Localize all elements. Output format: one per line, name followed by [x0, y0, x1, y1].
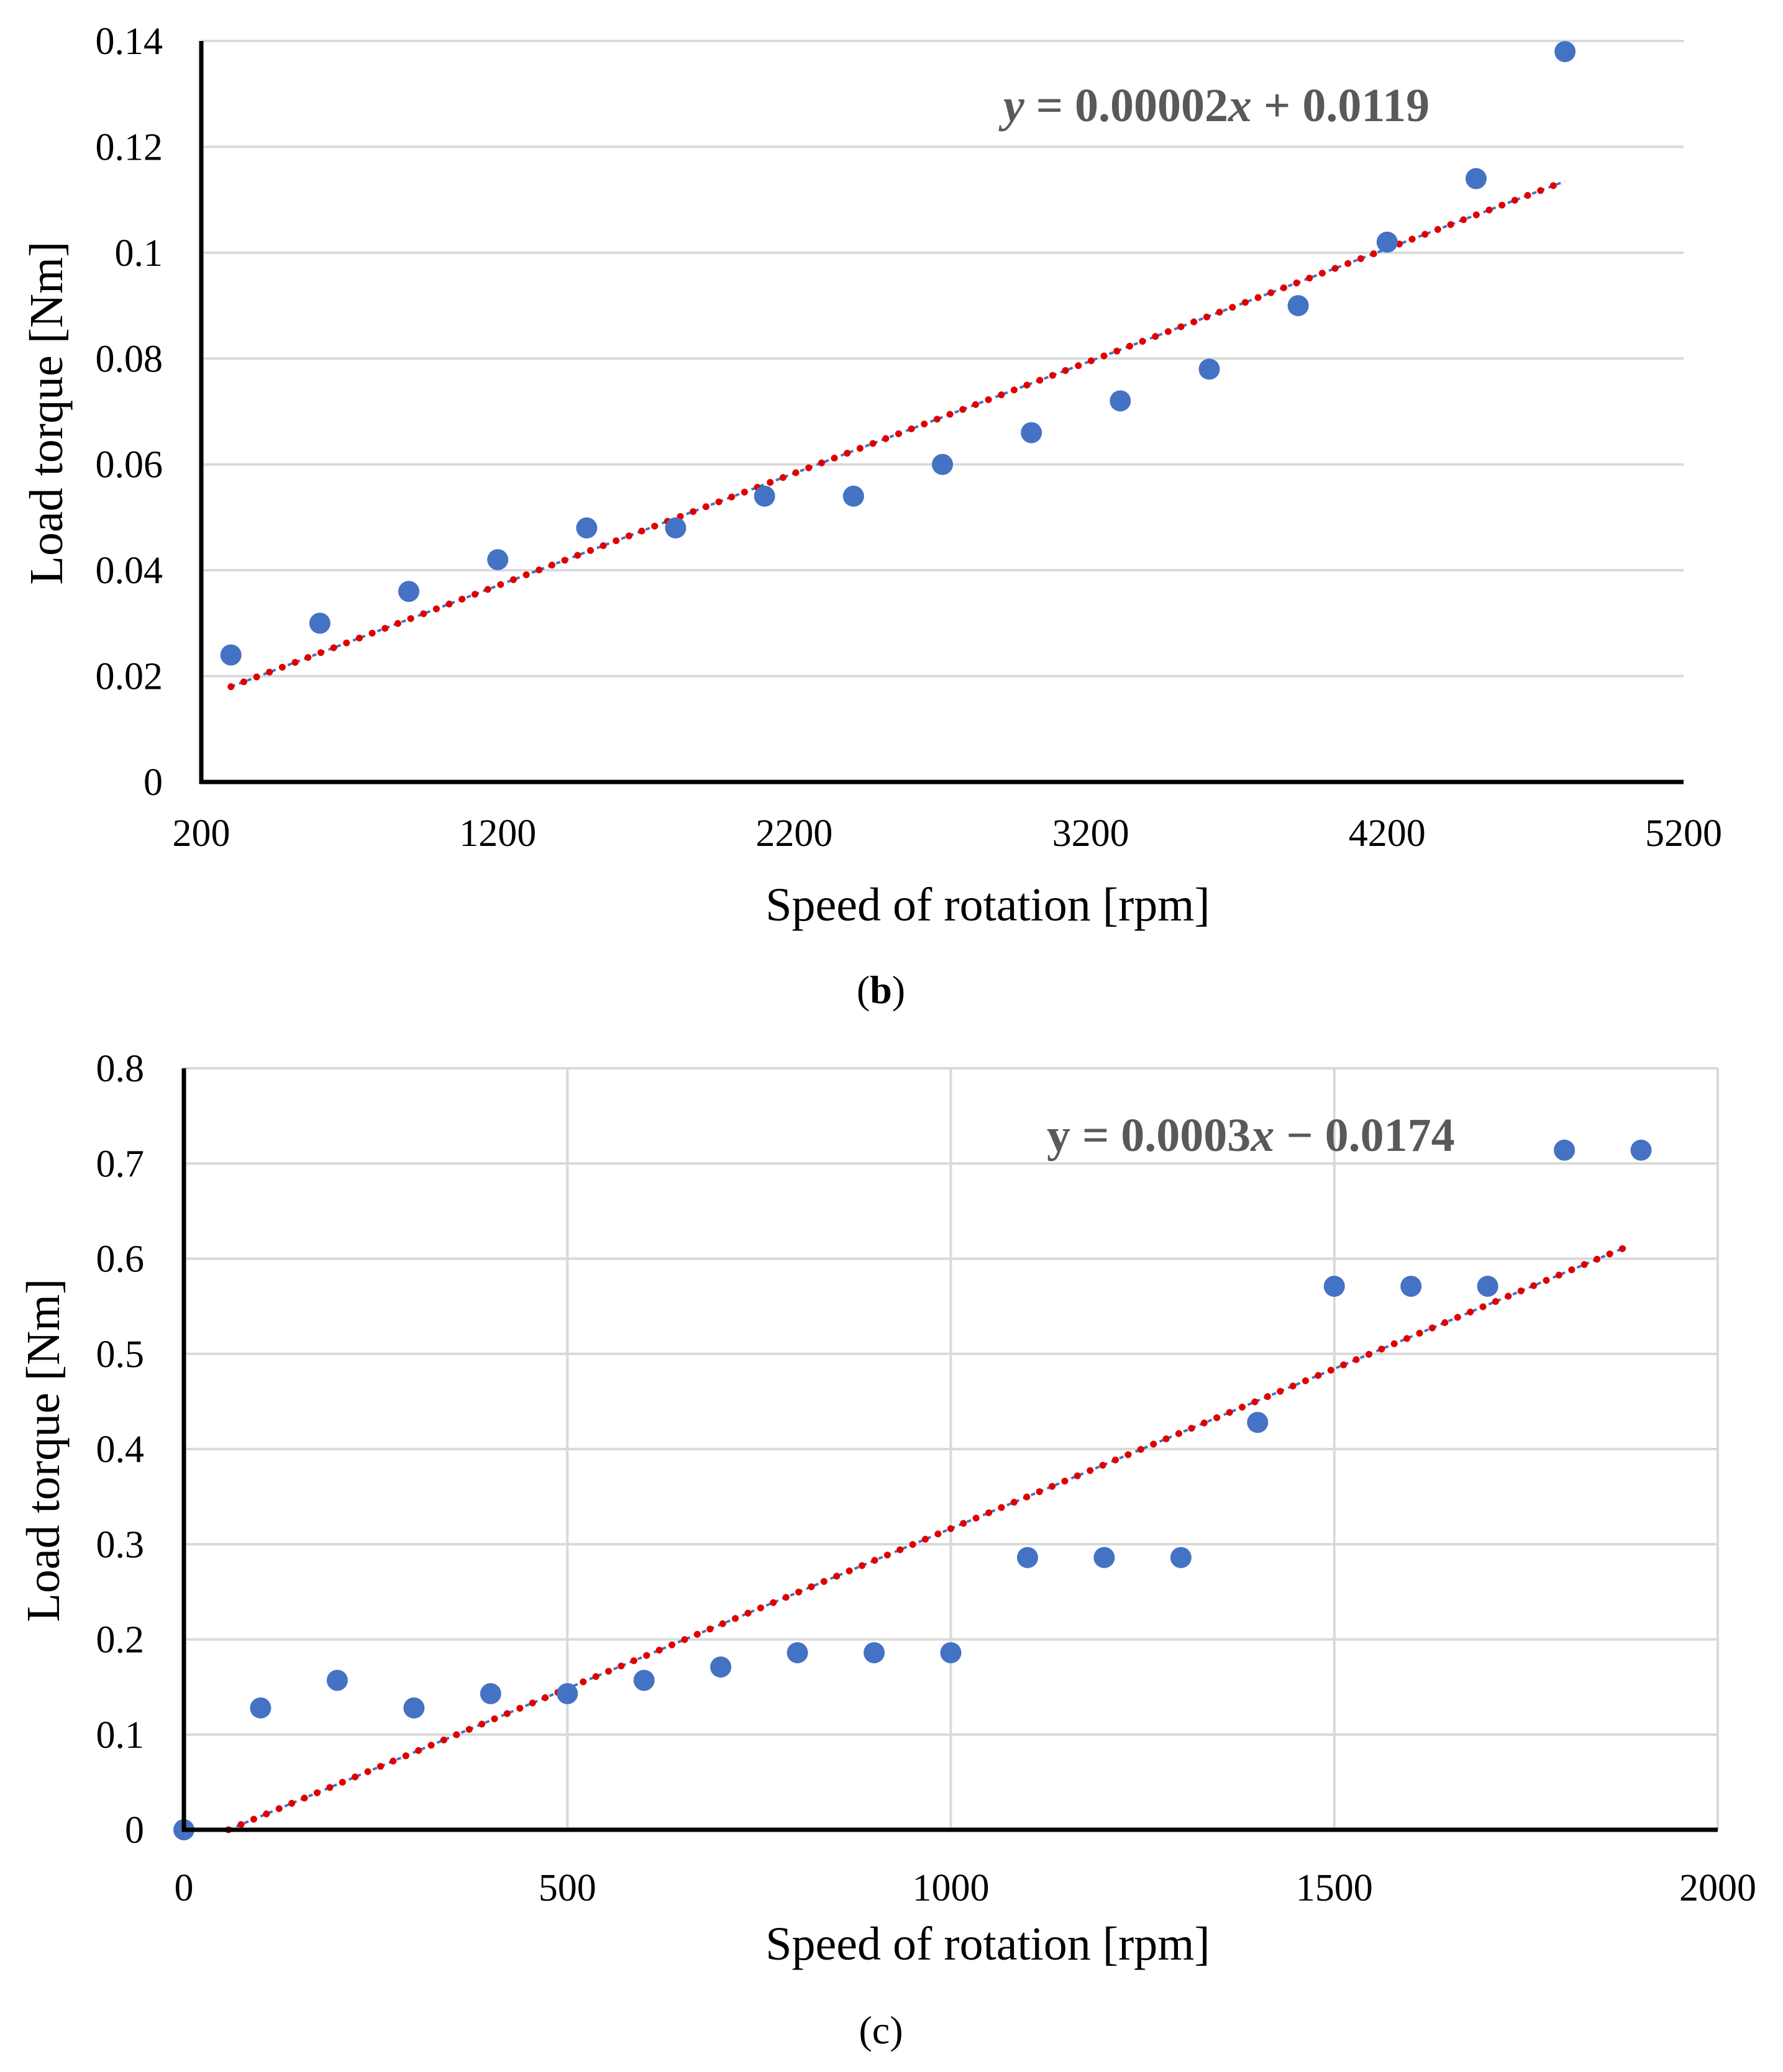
- y-tick-label: 0.4: [96, 1429, 145, 1471]
- axes: [181, 1068, 1718, 1832]
- y-tick-label: 0.12: [96, 126, 163, 168]
- y-tick-label: 0.04: [96, 550, 163, 592]
- y-tick-label: 0.1: [115, 232, 163, 275]
- y-tick-label: 0.5: [96, 1334, 145, 1376]
- x-axis-title: Speed of rotation [rpm]: [765, 879, 1210, 931]
- x-tick-label: 0: [175, 1867, 194, 1909]
- data-point: [940, 1642, 962, 1663]
- data-point: [710, 1656, 732, 1678]
- data-point: [1400, 1275, 1422, 1297]
- y-tick-label: 0: [125, 1809, 144, 1852]
- data-point: [1247, 1412, 1269, 1434]
- data-point: [220, 644, 242, 666]
- data-point: [1323, 1275, 1345, 1297]
- data-point: [842, 485, 864, 507]
- y-tick-label: 0.7: [96, 1143, 145, 1185]
- x-tick-label: 3200: [1052, 812, 1129, 855]
- y-tick-label: 0.08: [96, 338, 163, 380]
- axes: [199, 41, 1684, 784]
- x-tick-label: 2000: [1679, 1867, 1756, 1909]
- data-point: [1170, 1547, 1192, 1568]
- data-point: [576, 517, 598, 538]
- data-point: [1093, 1547, 1115, 1568]
- y-tick-label: 0.8: [96, 1048, 145, 1090]
- x-tick-label: 1500: [1296, 1867, 1373, 1909]
- data-point: [864, 1642, 885, 1663]
- data-point: [1376, 231, 1398, 253]
- data-point: [1021, 422, 1042, 443]
- panel-label: (b): [857, 968, 905, 1012]
- x-tick-label: 1200: [459, 812, 536, 855]
- trendline-group: [225, 1243, 1630, 1833]
- grid-lines: [201, 40, 1684, 678]
- data-point: [1630, 1139, 1652, 1161]
- y-tick-label: 0: [144, 761, 163, 804]
- y-tick-label: 0.02: [96, 656, 163, 698]
- data-point: [754, 485, 775, 507]
- x-tick-label: 5200: [1645, 812, 1722, 855]
- data-point: [1016, 1547, 1038, 1568]
- data-point: [1554, 41, 1576, 63]
- data-point: [787, 1642, 808, 1663]
- trendline-equation: y = 0.0003x − 0.0174: [1047, 1109, 1455, 1161]
- data-point: [665, 517, 686, 538]
- chart-panel-b: 0 0.02 0.04 0.06 0.08 0.1 0.12 0.14 200 1200 2200 3…: [21, 20, 1722, 1012]
- trendline: [225, 1243, 1630, 1833]
- y-tick-label: 0.3: [96, 1524, 145, 1566]
- x-tick-label: 1000: [913, 1867, 990, 1909]
- x-tick-label: 200: [173, 812, 230, 855]
- y-tick-label: 0.6: [96, 1238, 145, 1281]
- data-point: [487, 549, 509, 571]
- chart-panel-c: 0 0.1 0.2 0.3 0.4 0.5 0.6 0.7 0.8 0 500 1000 1500 200…: [17, 1048, 1756, 2052]
- y-tick-label: 0.14: [96, 20, 163, 63]
- data-point-group: [220, 41, 1576, 666]
- trendline-group: [227, 178, 1569, 691]
- data-point: [1477, 1275, 1498, 1297]
- panel-label: (c): [859, 2008, 903, 2052]
- x-tick-label: 4200: [1349, 812, 1426, 855]
- data-point: [1110, 390, 1131, 412]
- data-point: [1554, 1139, 1576, 1161]
- tick-labels: 0 0.1 0.2 0.3 0.4 0.5 0.6 0.7 0.8 0 500 1000 1500 200…: [96, 1048, 1757, 1909]
- y-axis-title: Load torque [Nm]: [21, 242, 73, 585]
- y-tick-label: 0.1: [96, 1714, 145, 1756]
- x-tick-label: 2200: [755, 812, 832, 855]
- y-tick-label: 0.06: [96, 444, 163, 486]
- data-point: [309, 612, 331, 634]
- data-point: [633, 1670, 655, 1691]
- data-point: [250, 1697, 271, 1719]
- x-axis-title: Speed of rotation [rpm]: [765, 1918, 1210, 1970]
- trendline-equation: y = 0.00002x + 0.0119: [998, 80, 1430, 132]
- data-point: [932, 453, 953, 475]
- data-point: [1465, 168, 1487, 189]
- data-point-group: [173, 1139, 1652, 1840]
- grid-lines: [184, 1067, 1719, 1830]
- x-tick-label: 500: [539, 1867, 596, 1909]
- data-point: [480, 1683, 501, 1704]
- data-point: [1287, 295, 1309, 317]
- y-tick-label: 0.2: [96, 1619, 145, 1661]
- data-point: [557, 1683, 578, 1704]
- tick-labels: 0 0.02 0.04 0.06 0.08 0.1 0.12 0.14 200 1200 2200 3…: [96, 20, 1723, 855]
- data-point: [1198, 358, 1220, 380]
- y-axis-title: Load torque [Nm]: [17, 1279, 70, 1622]
- data-point: [398, 581, 420, 602]
- data-point: [326, 1670, 348, 1691]
- data-point: [403, 1697, 425, 1719]
- trendline: [227, 178, 1569, 691]
